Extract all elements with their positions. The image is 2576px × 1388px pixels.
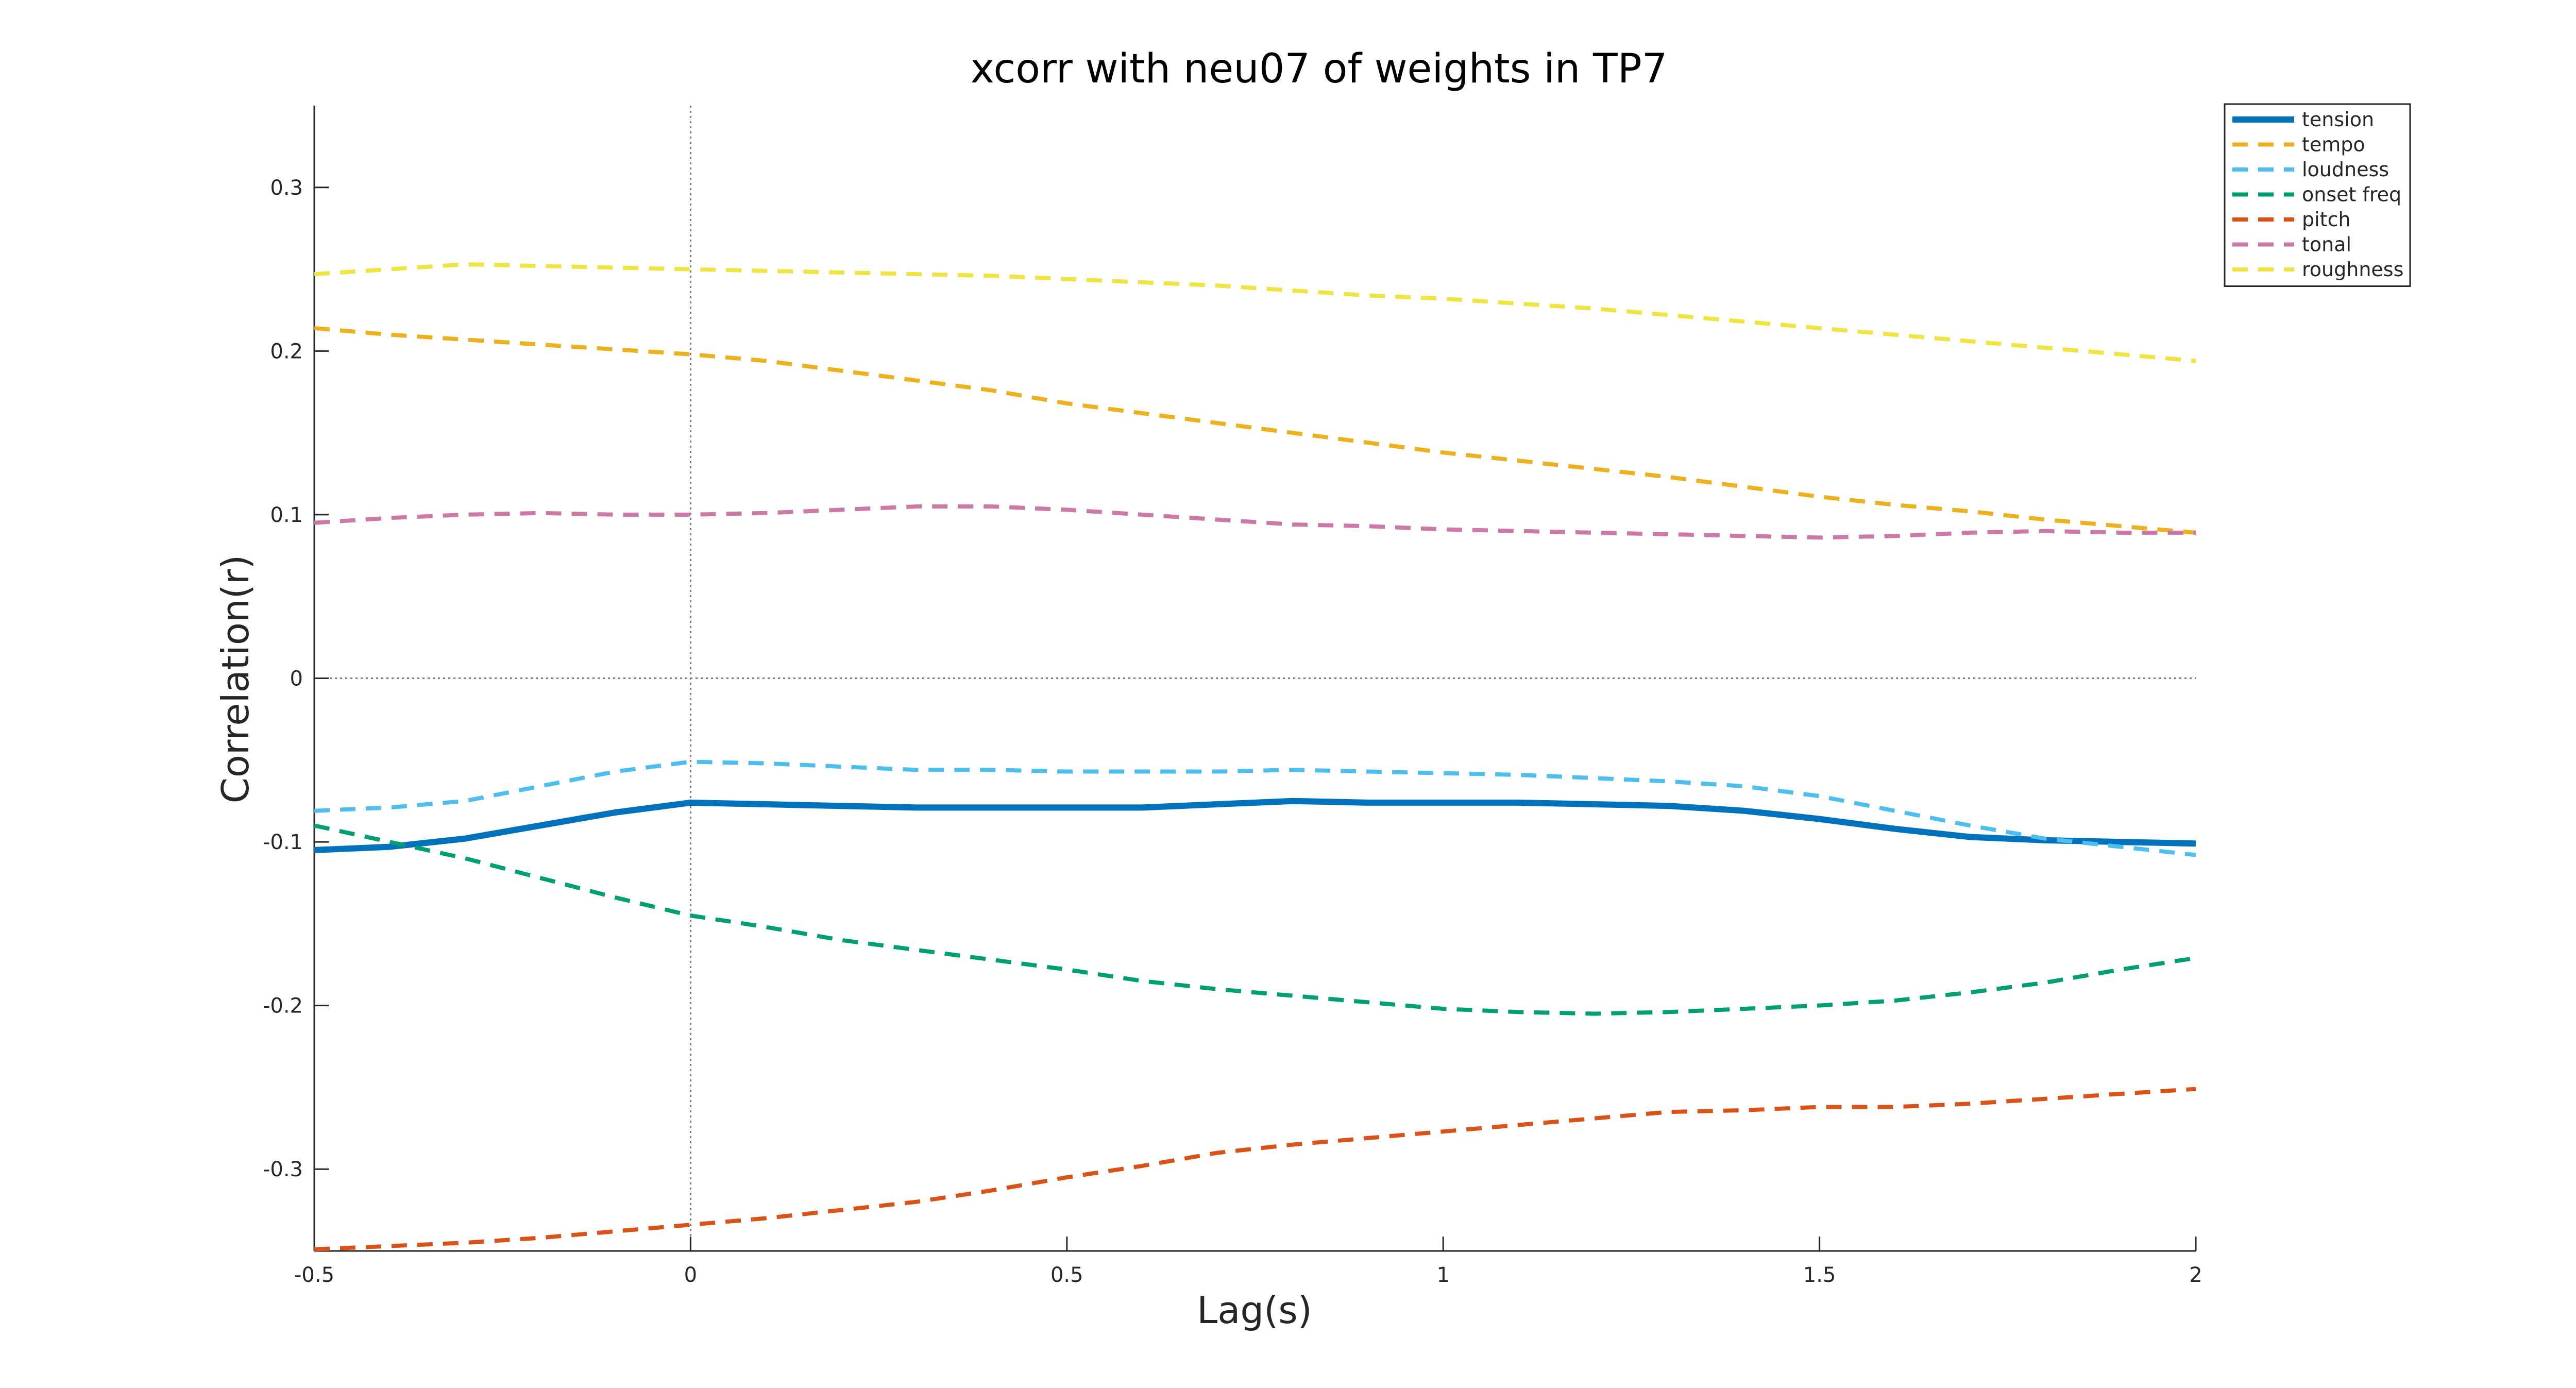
x-axis-label: Lag(s) bbox=[1197, 1289, 1312, 1332]
y-tick-label: -0.3 bbox=[263, 1158, 303, 1181]
y-tick-label: 0.2 bbox=[270, 340, 303, 363]
x-tick-label: 2 bbox=[2189, 1263, 2202, 1287]
legend-entry-label: tension bbox=[2302, 108, 2374, 131]
series-line-roughness bbox=[314, 262, 2196, 363]
legend-entry-label: loudness bbox=[2302, 158, 2389, 181]
x-tick-label: 1 bbox=[1436, 1263, 1449, 1287]
y-tick-label: -0.1 bbox=[263, 831, 303, 854]
y-axis-label: Correlation(r) bbox=[214, 555, 257, 804]
x-tick-label: 0 bbox=[684, 1263, 697, 1287]
chart-title: xcorr with neu07 of weights in TP7 bbox=[971, 46, 1668, 92]
y-tick-label: 0.3 bbox=[270, 176, 303, 200]
y-tick-label: 0.1 bbox=[270, 503, 303, 527]
series-line-tension bbox=[314, 798, 2196, 853]
series-line-loudness bbox=[314, 759, 2196, 857]
legend-entry-label: roughness bbox=[2302, 258, 2403, 281]
x-tick-label: 0.5 bbox=[1050, 1263, 1083, 1287]
legend-entry-label: tempo bbox=[2302, 133, 2365, 156]
y-axis-ticks: 0.3 0.2 0.1 0 -0.1 -0.2 -0.3 bbox=[263, 176, 329, 1181]
series-line-tonal bbox=[314, 504, 2196, 540]
y-tick-label: -0.2 bbox=[263, 994, 303, 1018]
series-line-pitch bbox=[314, 1087, 2196, 1251]
x-tick-label: -0.5 bbox=[294, 1263, 334, 1287]
y-tick-label: 0 bbox=[290, 667, 303, 691]
reference-lines bbox=[314, 106, 2196, 1251]
series-line-onset-freq bbox=[314, 823, 2196, 1016]
x-axis-ticks: -0.5 0 0.5 1 1.5 2 bbox=[294, 1237, 2202, 1287]
series-lines bbox=[314, 262, 2196, 1251]
legend-entry-label: pitch bbox=[2302, 208, 2351, 231]
series-line-tempo bbox=[314, 326, 2196, 535]
x-tick-label: 1.5 bbox=[1803, 1263, 1836, 1287]
legend-box bbox=[2224, 103, 2411, 287]
legend-entry-label: onset freq bbox=[2302, 183, 2401, 206]
legend-entry-label: tonal bbox=[2302, 233, 2351, 256]
